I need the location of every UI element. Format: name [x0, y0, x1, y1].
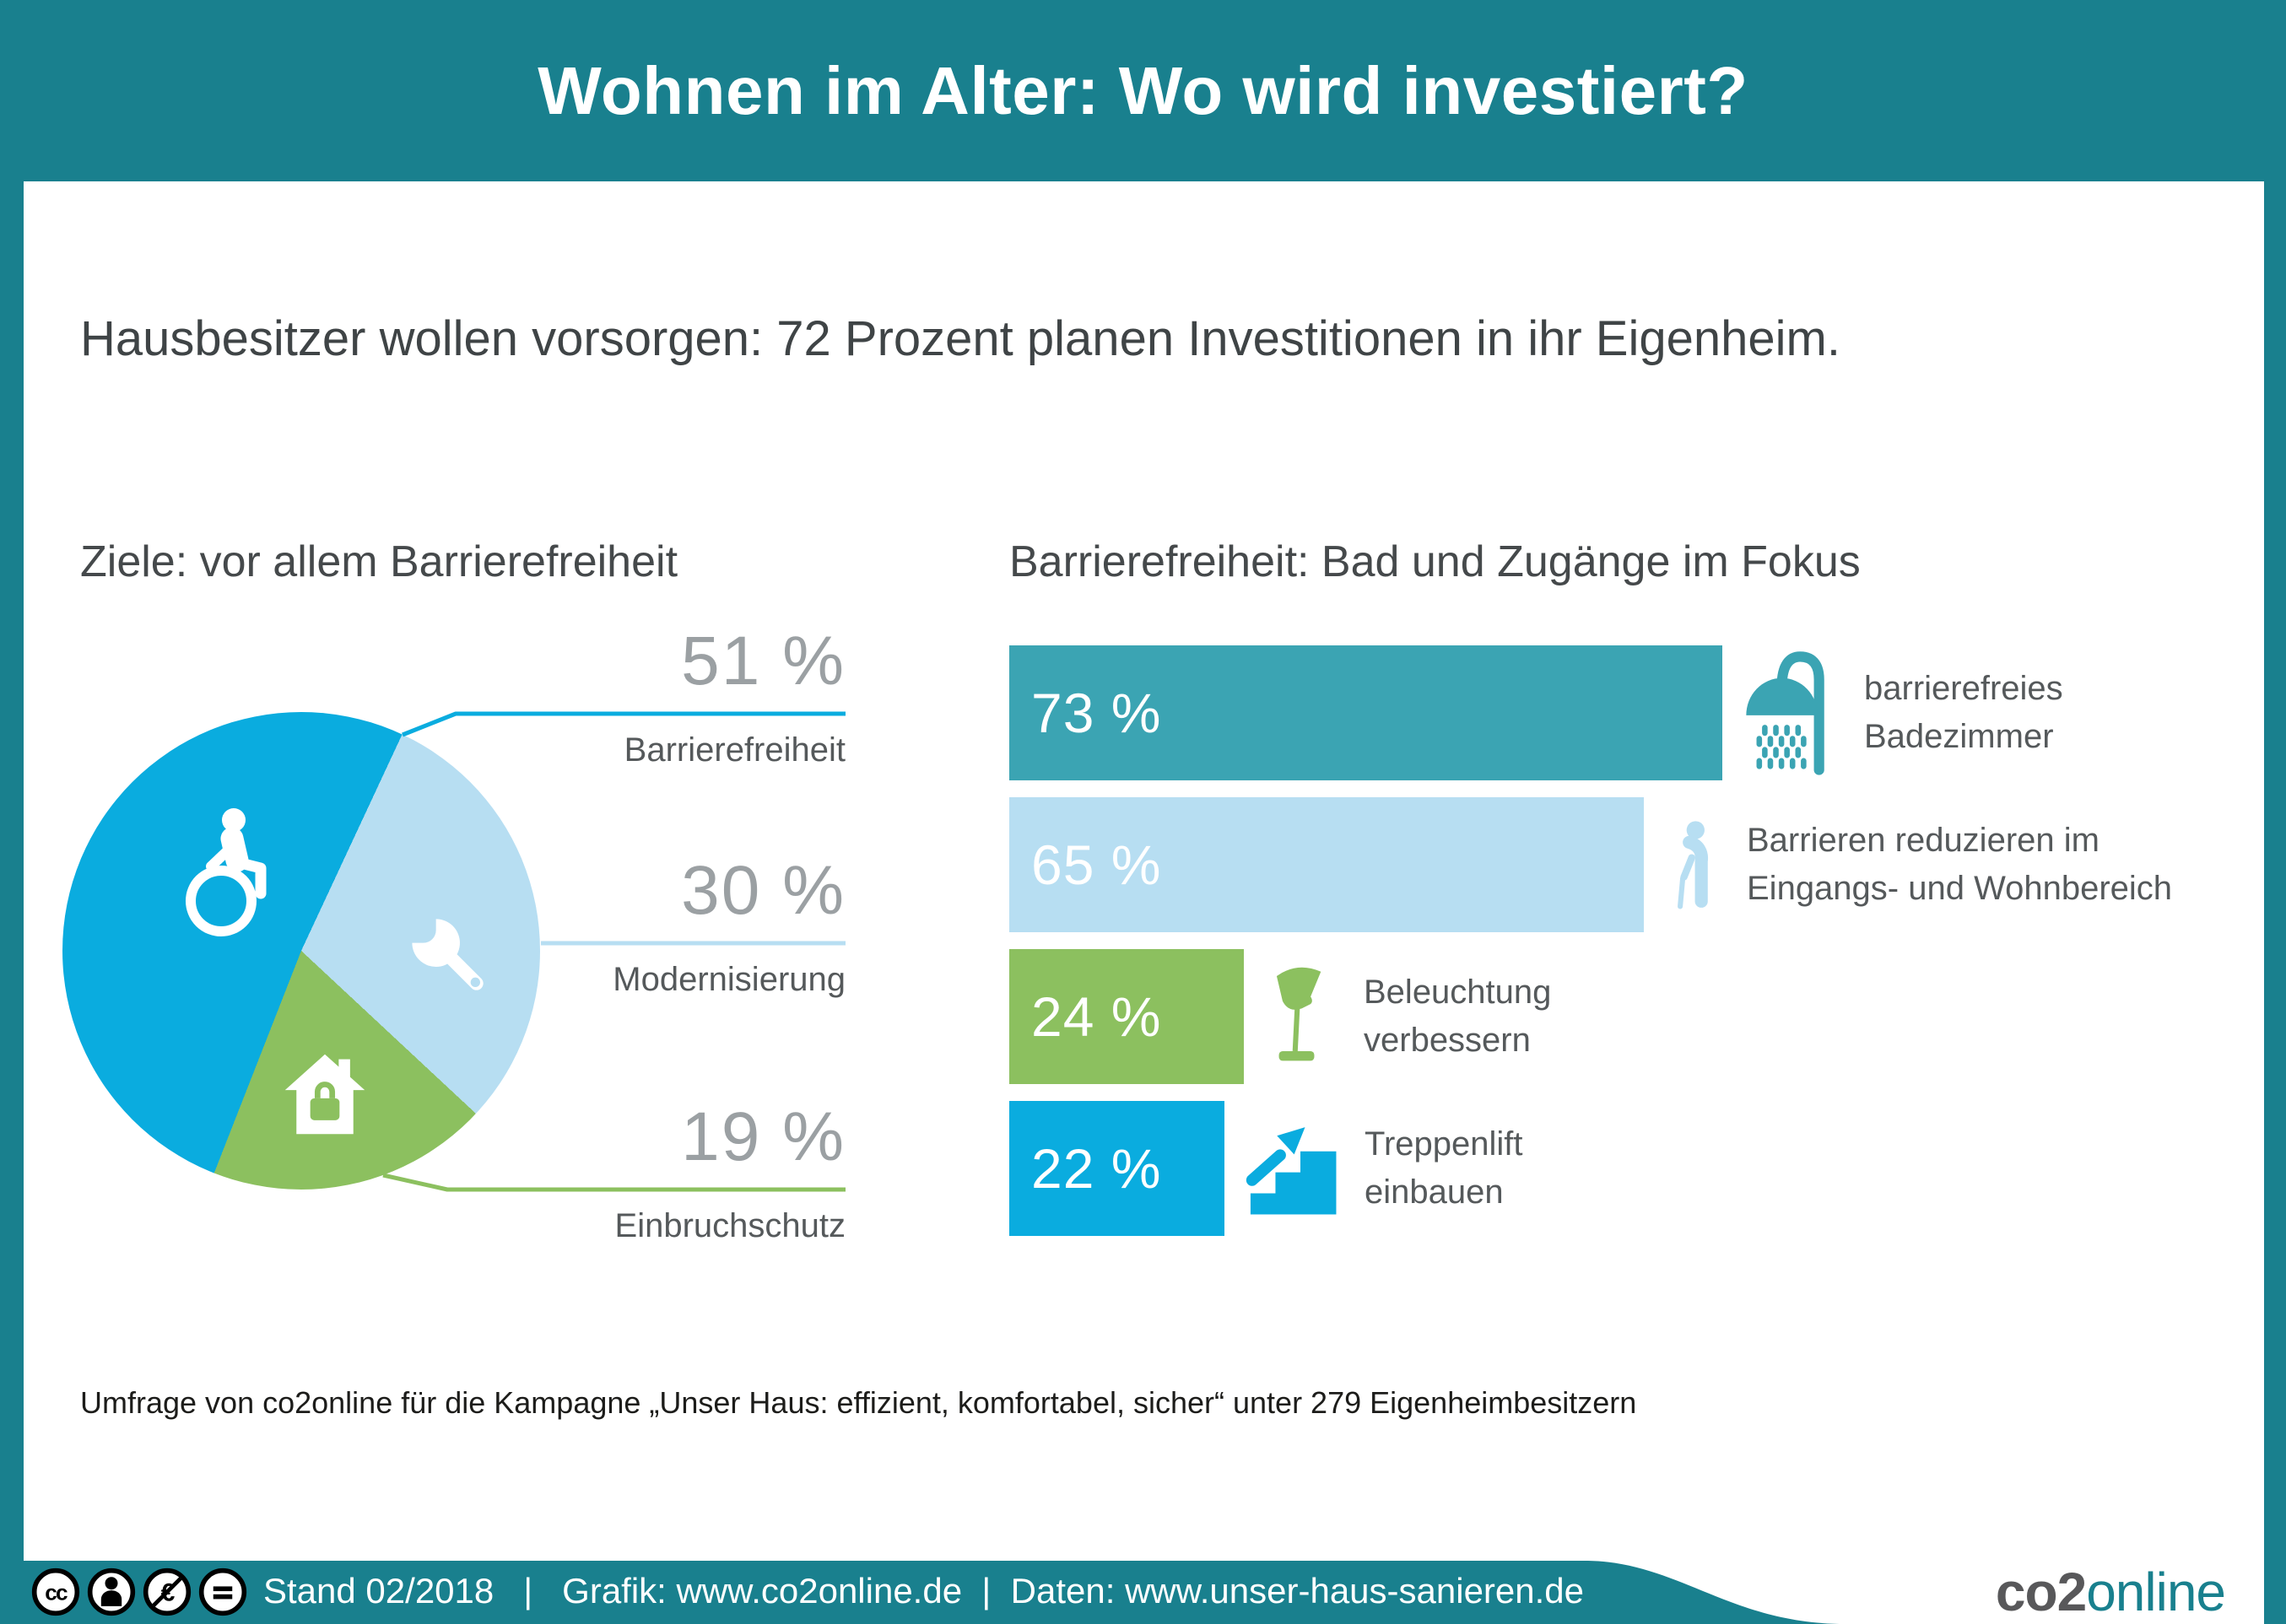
bar-label: Barrieren reduzieren im Eingangs- und Wo…: [1747, 822, 2173, 907]
cc-by-icon: [87, 1567, 136, 1616]
stairs-lift-icon: [1240, 1118, 1341, 1219]
bar-chart-heading: Barrierefreiheit: Bad und Zugänge im Fok…: [1009, 537, 1861, 586]
cc-nd-icon: [198, 1567, 247, 1616]
bar-row-treppenlift: 22 % Treppenlift einbauen: [1009, 1101, 1523, 1236]
header-band: [0, 0, 2286, 181]
pie-chart: [62, 712, 540, 1190]
bar-label: Treppenlift einbauen: [1365, 1125, 1523, 1211]
bar-label: barrierefreies Badezimmer: [1864, 670, 2063, 755]
right-border: [2264, 0, 2286, 1624]
bar: 73 %: [1009, 645, 1722, 780]
pie-value: 19 %: [681, 1098, 846, 1175]
footer-credits: Stand 02/2018 | Grafik: www.co2online.de…: [263, 1571, 1585, 1611]
pie-value: 51 %: [681, 623, 846, 699]
logo-online: online: [2086, 1562, 2226, 1622]
bar: 65 %: [1009, 797, 1644, 932]
page-title: Wohnen im Alter: Wo wird investiert?: [538, 53, 1748, 128]
logo-co2: co2: [1995, 1562, 2087, 1622]
cc-icon: cc: [31, 1567, 80, 1616]
shower-icon: [1737, 643, 1840, 783]
subtitle: Hausbesitzer wollen vorsorgen: 72 Prozen…: [80, 311, 1840, 366]
license-icons: cc €: [30, 1567, 248, 1617]
co2online-logo: co2online: [1995, 1561, 2226, 1623]
pie-label: Modernisierung: [613, 961, 846, 998]
bar-row-badezimmer: 73 % barrierefreies Badezimmer: [1009, 645, 2063, 780]
svg-text:cc: cc: [45, 1579, 68, 1605]
bar-value: 73 %: [1031, 682, 1162, 744]
bar-row-barrieren-reduzieren: 65 % Barrieren reduzieren im Eingangs- u…: [1009, 797, 2172, 932]
bar-value: 24 %: [1031, 985, 1162, 1048]
pie-legend-modernisierung: 30 % Modernisierung: [613, 856, 846, 999]
person-cane-icon: [1659, 801, 1723, 928]
bar-label: Beleuchtung verbessern: [1364, 974, 1552, 1059]
bar-row-beleuchtung: 24 % Beleuchtung verbessern: [1009, 949, 1551, 1084]
pie-label: Barrierefreiheit: [624, 731, 846, 769]
bar-value: 22 %: [1031, 1137, 1162, 1200]
pie-legend-einbruchschutz: 19 % Einbruchschutz: [615, 1103, 846, 1245]
wrench-icon: [412, 919, 484, 990]
lamp-icon: [1259, 958, 1340, 1076]
bar: 22 %: [1009, 1101, 1224, 1236]
wheelchair-icon: [186, 808, 267, 936]
pie-value: 30 %: [681, 852, 846, 929]
bar: 24 %: [1009, 949, 1244, 1084]
bar-value: 65 %: [1031, 834, 1162, 896]
pie-label: Einbruchschutz: [614, 1207, 846, 1244]
cc-nc-icon: €: [143, 1567, 192, 1616]
pie-legend-barrierefreiheit: 51 % Barrierefreiheit: [624, 627, 846, 769]
house-lock-icon: [284, 1054, 365, 1135]
footnote: Umfrage von co2online für die Kampagne „…: [80, 1385, 1637, 1420]
pie-chart-heading: Ziele: vor allem Barrierefreiheit: [80, 537, 678, 586]
left-border: [0, 0, 24, 1624]
footer-band: [0, 1561, 1846, 1624]
